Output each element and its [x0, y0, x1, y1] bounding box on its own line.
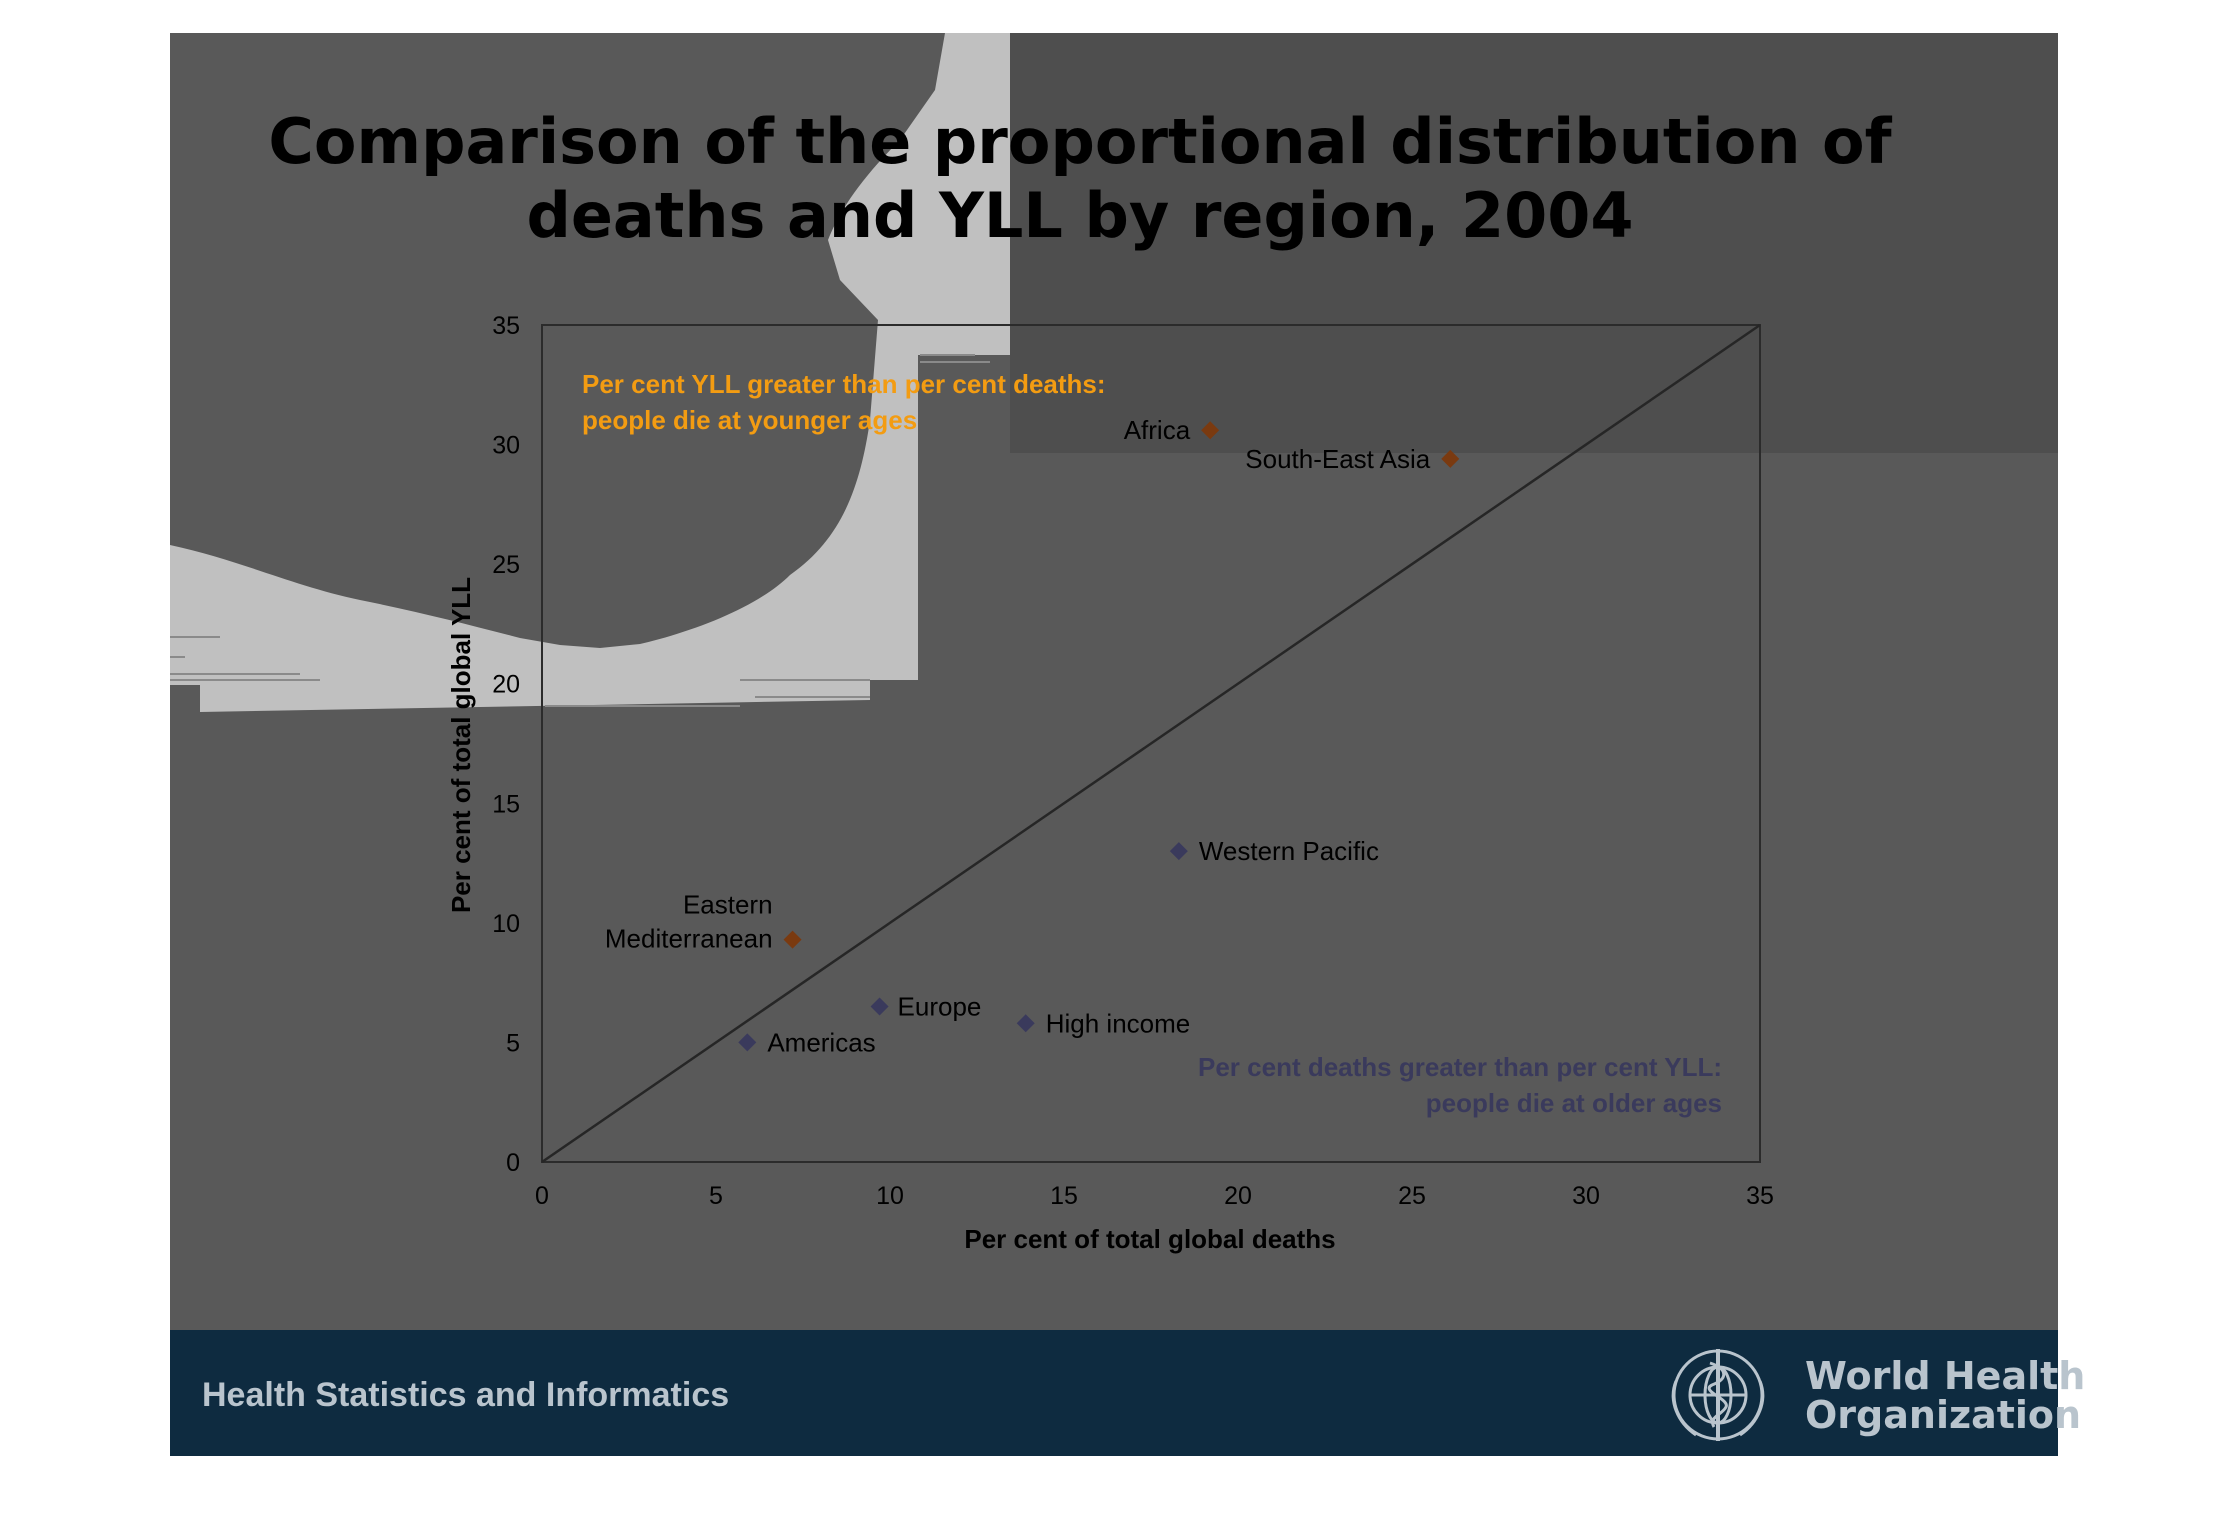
data-point-label: Mediterranean — [605, 924, 773, 954]
data-point-marker — [783, 930, 802, 949]
data-point-marker — [870, 997, 889, 1016]
map-decoration-lines — [170, 354, 990, 707]
x-tick-label: 25 — [1398, 1182, 1426, 1210]
plot-frame — [541, 324, 1761, 1163]
slide-title: Comparison of the proportional distribut… — [268, 105, 1892, 252]
slide-background-dark-band — [1010, 33, 2058, 453]
x-axis-label: Per cent of total global deaths — [964, 1224, 1335, 1254]
y-tick-label: 30 — [492, 432, 520, 460]
reference-line — [541, 323, 1761, 1164]
who-emblem-icon — [1671, 1349, 1765, 1441]
y-tick-label: 5 — [506, 1029, 520, 1057]
data-point-marker — [1169, 842, 1188, 861]
chart-annotations: Per cent YLL greater than per cent death… — [582, 369, 1722, 1118]
map-decoration — [170, 33, 1010, 712]
plot-area — [541, 324, 1761, 1163]
data-point-marker — [1441, 449, 1460, 468]
y-tick-label: 35 — [492, 312, 520, 340]
data-point-label: South-East Asia — [1245, 444, 1431, 474]
x-tick-label: 10 — [876, 1182, 904, 1210]
data-point-label: High income — [1046, 1008, 1191, 1038]
who-logo-line-2: Organization — [1805, 1393, 2081, 1437]
y-tick-label: 20 — [492, 671, 520, 699]
x-tick-label: 0 — [535, 1182, 549, 1210]
title-line-2: deaths and YLL by region, 2004 — [526, 179, 1633, 252]
data-point-marker — [738, 1033, 757, 1052]
annotation-line: people die at younger ages — [582, 405, 917, 435]
data-point-marker — [1016, 1014, 1035, 1033]
y-tick-label: 10 — [492, 910, 520, 938]
x-tick-label: 5 — [709, 1182, 723, 1210]
data-point-labels: Africa South-East Asia Western Pacific East… — [605, 415, 1431, 1057]
reference-line-group — [541, 323, 1761, 1164]
y-tick-label: 0 — [506, 1149, 520, 1177]
footer-bar — [170, 1330, 2058, 1456]
x-axis-ticks: 0 5 10 15 20 25 30 35 — [535, 1182, 1774, 1210]
x-tick-label: 35 — [1746, 1182, 1774, 1210]
data-point-label: Europe — [898, 992, 982, 1022]
data-points — [738, 421, 1460, 1052]
y-axis-label: Per cent of total global YLL — [446, 577, 476, 913]
footer-title: Health Statistics and Informatics — [202, 1376, 729, 1414]
x-tick-label: 15 — [1050, 1182, 1078, 1210]
annotation-line: Per cent YLL greater than per cent death… — [582, 369, 1106, 399]
annotation-line: people die at older ages — [1426, 1088, 1722, 1118]
y-tick-label: 25 — [492, 551, 520, 579]
y-tick-label: 15 — [492, 790, 520, 818]
who-logo-line-1: World Health — [1805, 1354, 2085, 1398]
y-axis-ticks: 0 5 10 15 20 25 30 35 — [492, 312, 520, 1177]
data-point-label: Africa — [1124, 415, 1191, 445]
data-point-marker — [1201, 421, 1220, 440]
x-tick-label: 20 — [1224, 1182, 1252, 1210]
data-point-label: Eastern — [683, 890, 773, 920]
title-line-1: Comparison of the proportional distribut… — [268, 105, 1892, 178]
x-tick-label: 30 — [1572, 1182, 1600, 1210]
annotation-line: Per cent deaths greater than per cent YL… — [1198, 1052, 1722, 1082]
data-point-label: Americas — [767, 1027, 875, 1057]
data-point-label: Western Pacific — [1199, 836, 1379, 866]
